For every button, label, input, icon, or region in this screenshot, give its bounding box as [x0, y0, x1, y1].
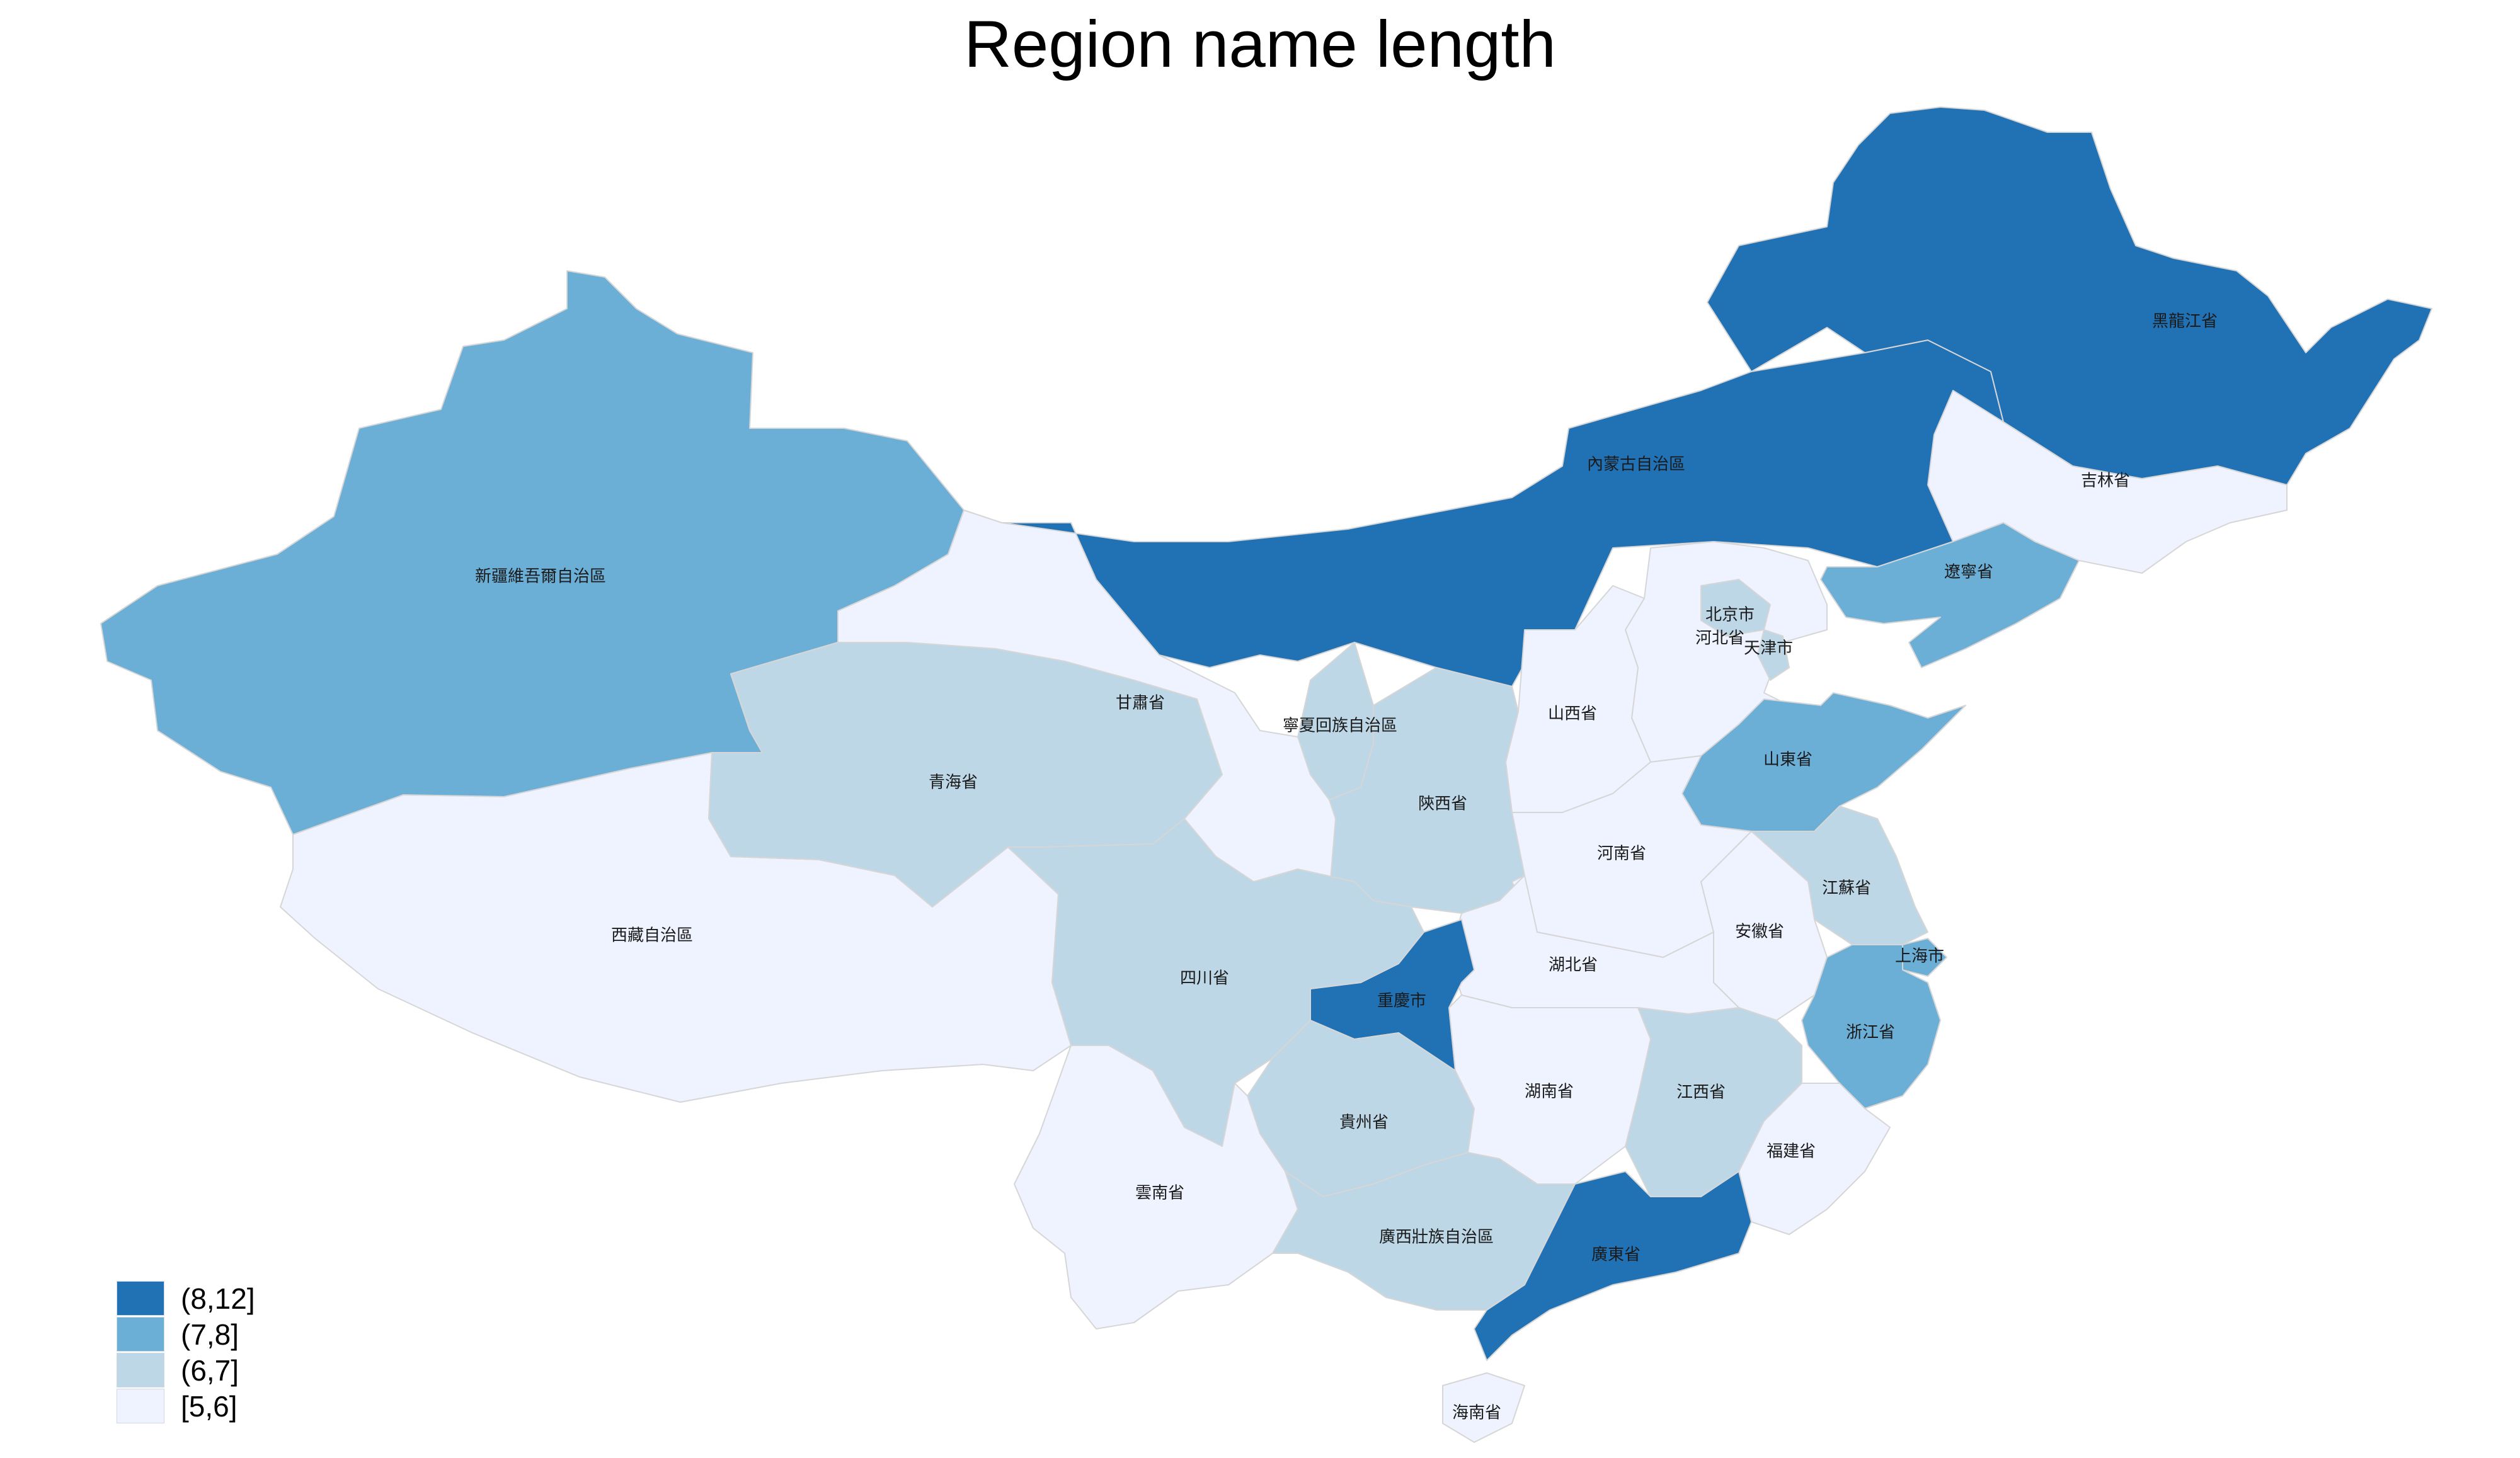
region-hainan[interactable]: [1442, 1372, 1525, 1443]
region-guangdong[interactable]: [1474, 1171, 1752, 1361]
label-liaoning: 遼寧省: [1944, 563, 1993, 582]
label-shaanxi: 陝西省: [1418, 795, 1467, 814]
label-innermongolia: 內蒙古自治區: [1587, 455, 1685, 474]
label-jiangsu: 江蘇省: [1822, 879, 1871, 898]
label-tianjin: 天津市: [1744, 639, 1793, 658]
legend-label: (6,7]: [181, 1353, 239, 1387]
region-labels: 新疆維吾爾自治區 西藏自治區 青海省 甘肅省 內蒙古自治區 黑龍江省 吉林省 遼…: [475, 312, 2218, 1423]
region-xinjiang[interactable]: [100, 270, 965, 835]
label-chongqing: 重慶市: [1377, 992, 1426, 1011]
label-tibet: 西藏自治區: [611, 926, 693, 945]
legend-item: [5,6]: [117, 1388, 255, 1424]
region-heilongjiang[interactable]: [1707, 106, 2432, 486]
map-title: Region name length: [964, 8, 1556, 81]
label-beijing: 北京市: [1705, 606, 1755, 625]
legend-swatch: [117, 1353, 164, 1387]
label-guangdong: 廣東省: [1591, 1246, 1641, 1265]
region-tianjin[interactable]: [1757, 629, 1790, 681]
legend-swatch: [117, 1389, 164, 1423]
legend-label: (7,8]: [181, 1318, 239, 1351]
label-anhui: 安徽省: [1735, 923, 1784, 942]
label-henan: 河南省: [1597, 845, 1646, 863]
label-guangxi: 廣西壯族自治區: [1379, 1228, 1494, 1247]
label-shanxi: 山西省: [1548, 705, 1597, 724]
label-sichuan: 四川省: [1180, 969, 1229, 988]
label-gansu: 甘肅省: [1116, 694, 1165, 713]
label-guizhou: 貴州省: [1339, 1113, 1389, 1132]
legend-item: (8,12]: [117, 1280, 255, 1316]
region-fujian[interactable]: [1738, 1083, 1891, 1235]
region-jilin[interactable]: [1927, 390, 2288, 574]
label-fujian: 福建省: [1767, 1142, 1816, 1161]
label-hubei: 湖北省: [1549, 956, 1598, 975]
legend-item: (6,7]: [117, 1352, 255, 1388]
label-jilin: 吉林省: [2081, 472, 2130, 491]
label-hebei: 河北省: [1695, 629, 1744, 648]
legend-swatch: [117, 1281, 164, 1316]
label-shandong: 山東省: [1763, 751, 1813, 770]
label-jiangxi: 江西省: [1676, 1083, 1726, 1102]
label-qinghai: 青海省: [929, 773, 978, 792]
label-yunnan: 雲南省: [1135, 1184, 1184, 1203]
region-zhejiang[interactable]: [1801, 944, 1941, 1109]
legend-item: (7,8]: [117, 1316, 255, 1352]
legend-label: [5,6]: [181, 1389, 238, 1423]
label-ningxia: 寧夏回族自治區: [1283, 717, 1397, 736]
label-xinjiang: 新疆維吾爾自治區: [475, 567, 606, 586]
label-hunan: 湖南省: [1525, 1083, 1574, 1102]
label-shanghai: 上海市: [1895, 947, 1944, 966]
label-hainan: 海南省: [1452, 1404, 1501, 1423]
legend-label: (8,12]: [181, 1282, 255, 1315]
label-zhejiang: 浙江省: [1846, 1023, 1895, 1042]
legend-swatch: [117, 1317, 164, 1352]
label-heilongjiang: 黑龍江省: [2152, 312, 2218, 331]
map-legend: (8,12] (7,8] (6,7] [5,6]: [117, 1280, 255, 1424]
region-liaoning[interactable]: [1820, 522, 2080, 668]
